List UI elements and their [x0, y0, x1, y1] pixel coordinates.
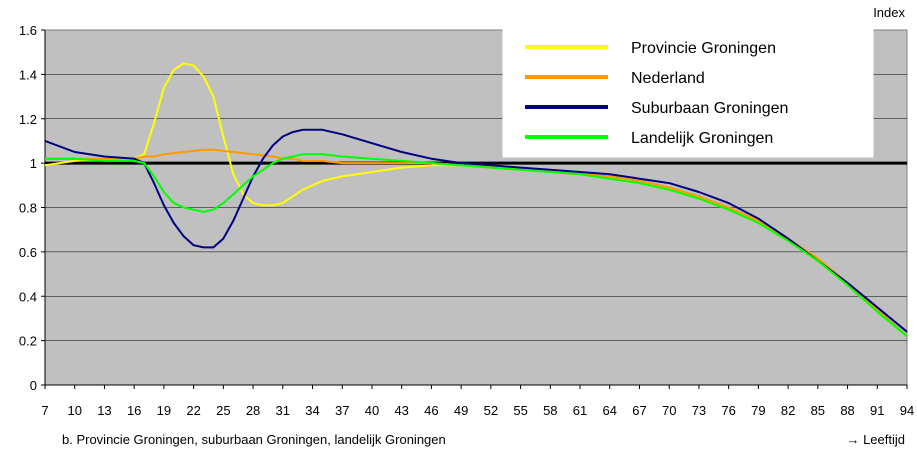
- x-tick-label: 28: [246, 403, 260, 418]
- y-tick-label: 1.6: [19, 23, 37, 38]
- x-tick-label: 10: [67, 403, 81, 418]
- x-tick-label: 19: [157, 403, 171, 418]
- x-tick-label: 61: [573, 403, 587, 418]
- y-axis-label: Index: [873, 5, 905, 20]
- x-tick-label: 31: [276, 403, 290, 418]
- y-tick-label: 0.6: [19, 245, 37, 260]
- x-axis-label: → Leeftijd: [846, 432, 905, 447]
- x-tick-label: 91: [870, 403, 884, 418]
- x-tick-label: 73: [692, 403, 706, 418]
- chart-caption: b. Provincie Groningen, suburbaan Gronin…: [62, 432, 446, 447]
- x-tick-label: 22: [186, 403, 200, 418]
- y-tick-label: 0.8: [19, 201, 37, 216]
- y-tick-label: 1: [30, 156, 37, 171]
- x-tick-label: 79: [751, 403, 765, 418]
- y-tick-label: 1.2: [19, 112, 37, 127]
- x-tick-label: 88: [840, 403, 854, 418]
- y-tick-label: 0.4: [19, 289, 37, 304]
- x-tick-label: 16: [127, 403, 141, 418]
- arrow-right-icon: →: [846, 432, 860, 447]
- x-tick-label: 13: [97, 403, 111, 418]
- x-tick-label: 34: [305, 403, 319, 418]
- x-tick-label: 67: [632, 403, 646, 418]
- x-tick-label: 94: [900, 403, 914, 418]
- legend-label: Landelijk Groningen: [631, 130, 773, 147]
- x-tick-label: 7: [41, 403, 48, 418]
- legend-label: Suburbaan Groningen: [631, 100, 788, 117]
- x-tick-label: 46: [424, 403, 438, 418]
- x-tick-label: 82: [781, 403, 795, 418]
- series-line: [45, 153, 908, 337]
- x-tick-label: 37: [335, 403, 349, 418]
- x-tick-label: 85: [811, 403, 825, 418]
- legend-label: Provincie Groningen: [631, 40, 776, 57]
- x-tick-label: 58: [543, 403, 557, 418]
- series-line: [45, 148, 908, 337]
- y-tick-label: 0: [30, 378, 37, 393]
- legend-label: Nederland: [631, 70, 705, 87]
- y-tick-label: 1.4: [19, 67, 37, 82]
- y-tick-label: 0.2: [19, 334, 37, 349]
- x-axis-label-text: Leeftijd: [863, 432, 905, 447]
- x-tick-label: 25: [216, 403, 230, 418]
- x-tick-label: 49: [454, 403, 468, 418]
- series-line: [44, 128, 908, 333]
- x-tick-label: 40: [365, 403, 379, 418]
- x-tick-label: 52: [484, 403, 498, 418]
- x-tick-label: 76: [721, 403, 735, 418]
- x-tick-label: 43: [394, 403, 408, 418]
- x-tick-label: 64: [603, 403, 617, 418]
- x-tick-label: 70: [662, 403, 676, 418]
- x-tick-label: 55: [513, 403, 527, 418]
